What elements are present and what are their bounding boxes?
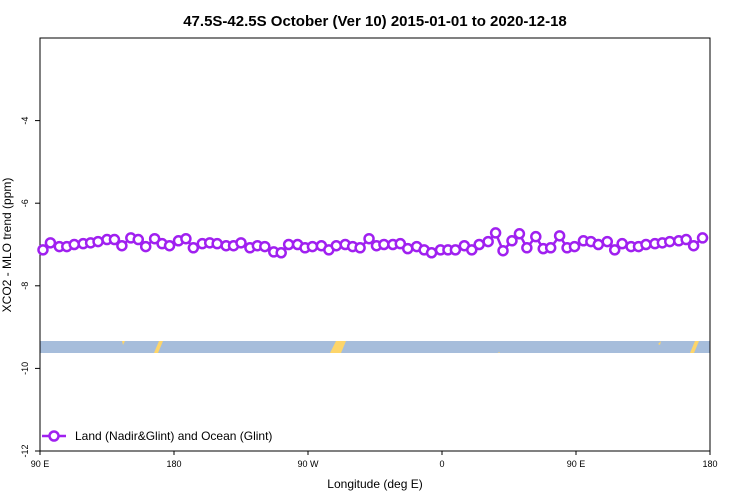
data-point [108,233,121,246]
chart-title: 47.5S-42.5S October (Ver 10) 2015-01-01 … [183,13,567,30]
data-point [275,247,287,259]
x-tick-label: 90 E [31,459,50,469]
data-point [354,242,366,254]
data-point [37,244,49,256]
y-tick-label: -12 [20,444,30,457]
data-point [592,238,605,251]
data-point [696,232,709,244]
x-tick-label: 180 [166,459,181,469]
y-axis-label: XCO2 - MLO trend (ppm) [0,178,14,313]
data-point [687,239,700,252]
data-point [187,242,200,254]
data-point [259,240,271,253]
y-tick-label: -4 [20,117,30,125]
data-point [211,237,223,250]
data-point [616,237,628,250]
legend-label: Land (Nadir&Glint) and Ocean (Glint) [75,429,272,443]
data-point [282,238,295,251]
data-point [139,240,152,253]
data-point [163,239,176,252]
data-point [506,235,518,247]
data-point [530,230,542,243]
x-tick-label: 0 [439,459,444,469]
legend: Land (Nadir&Glint) and Ocean (Glint) [42,429,272,443]
data-point [521,242,533,254]
data-point [544,242,557,254]
data-point [132,233,145,246]
data-point [68,238,80,251]
data-point [449,244,462,256]
data-point [378,238,390,251]
data-point [148,232,161,245]
x-axis-label: Longitude (deg E) [327,477,422,491]
data-point [235,237,247,249]
y-tick-label: -6 [20,199,30,207]
data-point [489,227,502,239]
data-point [664,235,676,248]
data-point [680,233,692,246]
data-point [513,228,526,240]
data-point [330,239,343,252]
x-tick-label: 180 [702,459,717,469]
data-point [466,244,478,256]
data-point [608,244,621,256]
data-point [363,232,375,245]
data-point [306,240,319,253]
data-point [394,237,407,250]
data-point [116,239,128,252]
data-point [44,237,57,249]
plot-frame [39,37,711,452]
data-point [497,244,509,257]
y-tick-label: -10 [20,362,30,375]
legend-marker [48,430,60,442]
data-point [92,235,104,248]
y-tick-label: -8 [20,282,30,290]
data-point [553,230,566,242]
x-tick-label: 90 E [567,459,586,469]
data-point [473,238,485,251]
surface-strip [40,341,710,353]
data-point [425,247,438,259]
data-point [601,235,614,248]
data-point [482,235,494,248]
data-point [180,232,192,245]
x-tick-label: 90 W [297,459,319,469]
data-point [402,242,414,255]
data-point [640,238,652,251]
data-point [568,240,581,253]
